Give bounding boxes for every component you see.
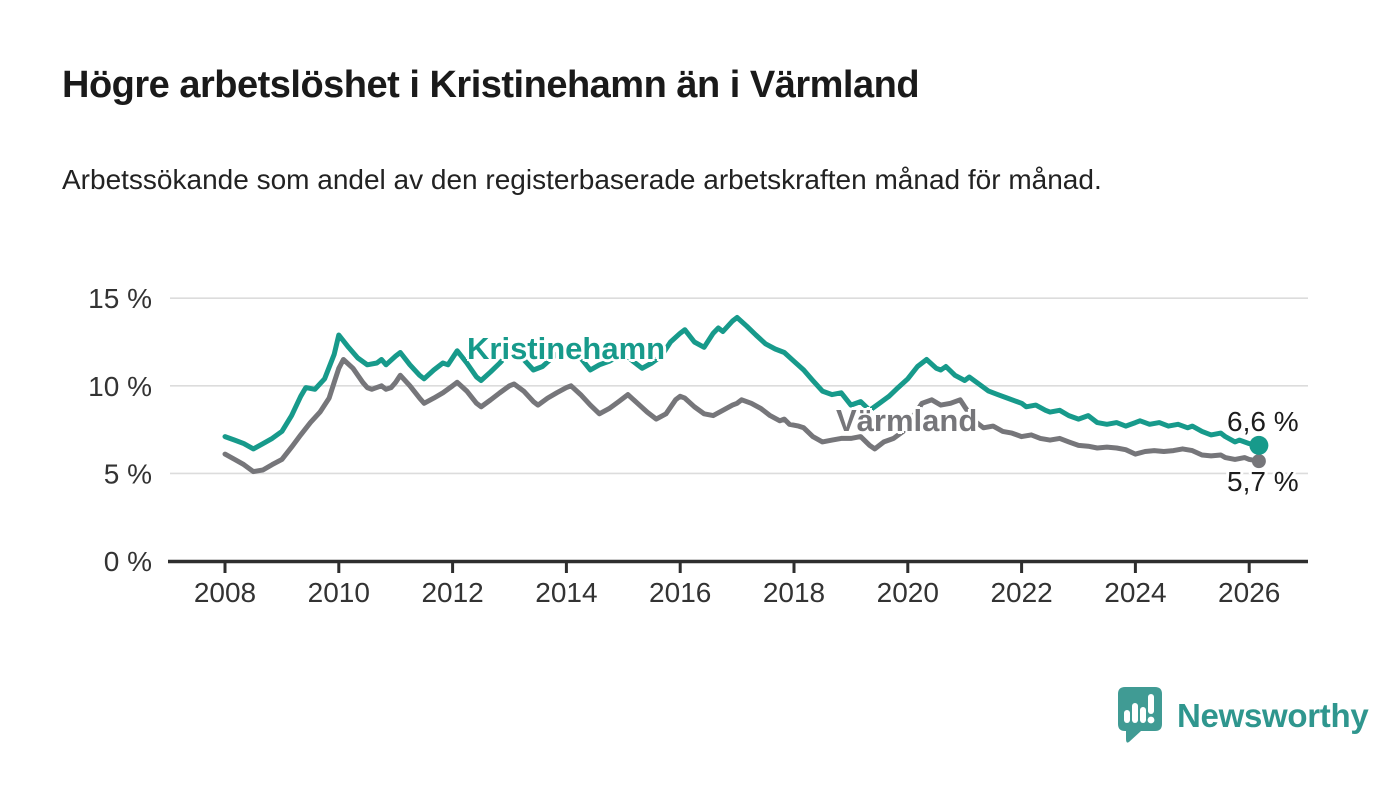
x-axis-tick-label: 2010 [308,577,370,608]
newsworthy-branding: Newsworthy [1115,686,1369,745]
chart-subtitle: Arbetssökande som andel av den registerb… [62,164,1102,195]
end-value-label-varmland: 5,7 % [1227,466,1299,497]
end-value-label-kristinehamn: 6,6 % [1227,406,1299,437]
series-line-värmland [222,357,1262,475]
series-label-kristinehamn: Kristinehamn [467,331,666,366]
newsworthy-brand-name: Newsworthy [1177,696,1369,734]
series-line-kristinehamn [222,315,1262,452]
series-end-dot-värmland [1251,454,1266,469]
x-axis-tick-label: 2016 [649,577,711,608]
y-axis-tick-label: 5 % [104,458,152,489]
y-axis-tick-label: 0 % [104,546,152,577]
x-axis-tick-label: 2020 [877,577,939,608]
y-axis-tick-label: 10 % [88,371,152,402]
x-axis-tick-label: 2024 [1104,577,1166,608]
newsworthy-logo-icon [1118,687,1162,743]
chart-title: Högre arbetslöshet i Kristinehamn än i V… [62,64,920,106]
x-axis-tick-label: 2008 [194,577,256,608]
x-axis-tick-label: 2018 [763,577,825,608]
x-axis-tick-label: 2012 [421,577,483,608]
y-axis-tick-label: 15 % [88,283,152,314]
x-axis-tick-label: 2026 [1218,577,1280,608]
series-label-varmland: Värmland [836,403,978,438]
series-end-dot-kristinehamn [1249,435,1269,455]
x-axis-tick-label: 2014 [535,577,597,608]
x-axis-tick-label: 2022 [990,577,1052,608]
